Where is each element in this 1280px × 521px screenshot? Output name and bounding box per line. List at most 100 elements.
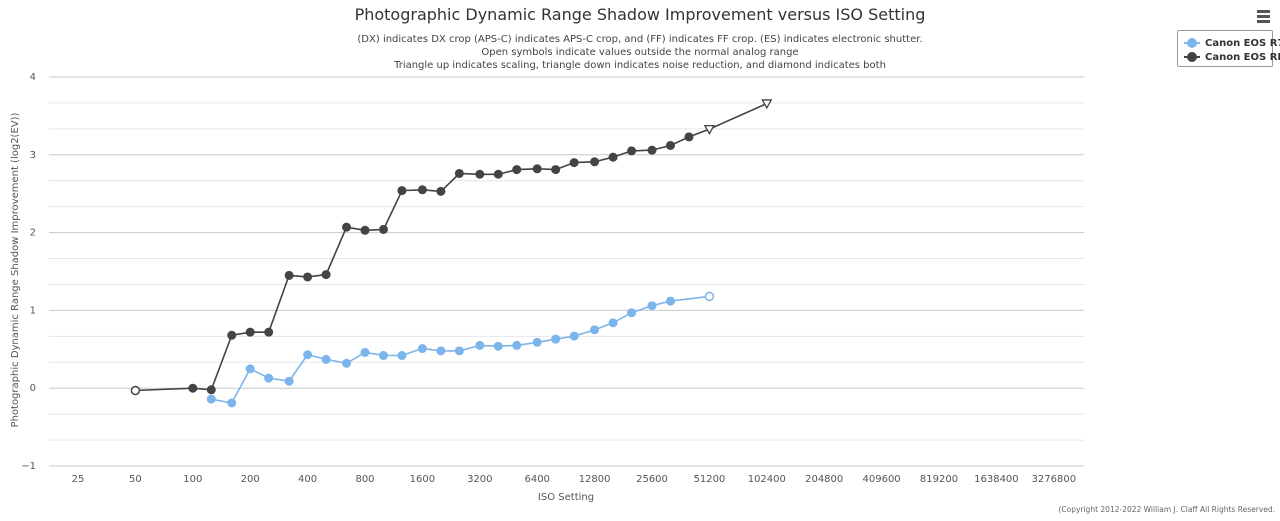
data-point[interactable] [188, 383, 198, 393]
x-tick-label: 51200 [693, 474, 725, 485]
chart-title: Photographic Dynamic Range Shadow Improv… [355, 5, 926, 24]
chart-subtitle-line-3: Triangle up indicates scaling, triangle … [393, 60, 886, 71]
legend-swatch-r7 [1184, 38, 1200, 48]
legend-item-canon-eos-r7[interactable]: Canon EOS R7 [1184, 36, 1280, 50]
y-tick-label: 1 [30, 305, 36, 316]
data-point[interactable] [627, 146, 637, 156]
x-tick-label: 800 [355, 474, 374, 485]
x-tick-label: 200 [241, 474, 260, 485]
x-tick-label: 204800 [805, 474, 843, 485]
data-point[interactable] [264, 327, 274, 337]
data-point[interactable] [532, 337, 542, 347]
x-tick-label: 400 [298, 474, 317, 485]
data-point[interactable] [360, 347, 370, 357]
x-tick-label: 409600 [863, 474, 901, 485]
x-tick-label: 102400 [748, 474, 786, 485]
hamburger-icon[interactable] [1256, 8, 1272, 24]
data-point-open[interactable] [704, 291, 715, 302]
x-tick-label: 3276800 [1032, 474, 1077, 485]
y-tick-label: −1 [21, 461, 36, 472]
x-tick-label: 100 [183, 474, 202, 485]
data-point[interactable] [665, 296, 675, 306]
data-point[interactable] [264, 373, 274, 383]
data-point[interactable] [245, 327, 255, 337]
data-point[interactable] [512, 165, 522, 175]
x-tick-label: 1600 [410, 474, 435, 485]
data-point-open[interactable] [130, 385, 141, 396]
grid-lines [49, 76, 1084, 467]
data-point[interactable] [627, 308, 637, 318]
data-point[interactable] [532, 164, 542, 174]
series-layer [130, 99, 773, 408]
x-tick-label: 25600 [636, 474, 668, 485]
data-point[interactable] [608, 318, 618, 328]
data-point[interactable] [342, 358, 352, 368]
data-point[interactable] [206, 385, 216, 395]
y-axis-title: Photographic Dynamic Range Shadow Improv… [10, 112, 21, 427]
data-point-triangle-down[interactable] [761, 99, 773, 110]
x-tick-label: 3200 [467, 474, 492, 485]
y-tick-label: 2 [30, 228, 36, 239]
data-point[interactable] [360, 225, 370, 235]
data-point[interactable] [647, 145, 657, 155]
data-point[interactable] [321, 354, 331, 364]
series-canon-eos-r7 [206, 291, 715, 408]
data-point[interactable] [227, 330, 237, 340]
data-point[interactable] [321, 270, 331, 280]
data-point[interactable] [454, 168, 464, 178]
data-point[interactable] [245, 364, 255, 374]
legend-label: Canon EOS R7 [1205, 37, 1280, 49]
data-point[interactable] [454, 346, 464, 356]
series-canon-eos-rp [130, 99, 773, 396]
x-axis-ticks: 25 50 100 200 400 800 1600 3200 6400 12800 25600 51… [72, 474, 1076, 485]
data-point[interactable] [284, 376, 294, 386]
data-point[interactable] [475, 340, 485, 350]
data-point[interactable] [397, 186, 407, 196]
data-point[interactable] [417, 344, 427, 354]
data-point[interactable] [590, 325, 600, 335]
data-point[interactable] [647, 301, 657, 311]
legend-item-canon-eos-rp[interactable]: Canon EOS RP [1184, 50, 1280, 64]
data-point[interactable] [590, 157, 600, 167]
y-tick-label: 3 [30, 150, 36, 161]
legend-swatch-rp [1184, 52, 1200, 62]
data-point[interactable] [493, 169, 503, 179]
data-point[interactable] [608, 152, 618, 162]
data-point[interactable] [493, 341, 503, 351]
x-tick-label: 1638400 [974, 474, 1019, 485]
data-point[interactable] [227, 398, 237, 408]
data-point[interactable] [569, 158, 579, 168]
data-point[interactable] [665, 140, 675, 150]
data-point[interactable] [551, 165, 561, 175]
x-axis-title: ISO Setting [538, 492, 594, 503]
x-tick-label: 12800 [579, 474, 611, 485]
chart-subtitle-line-1: (DX) indicates DX crop (APS-C) indicates… [357, 34, 922, 45]
data-point[interactable] [303, 272, 313, 282]
data-point[interactable] [397, 351, 407, 361]
y-tick-label: 4 [30, 72, 36, 83]
data-point[interactable] [417, 185, 427, 195]
data-point[interactable] [303, 350, 313, 360]
chart-subtitle-line-2: Open symbols indicate values outside the… [481, 47, 798, 58]
chart-legend: Canon EOS R7 Canon EOS RP [1177, 30, 1280, 67]
data-point-triangle-down[interactable] [703, 124, 716, 135]
data-point[interactable] [378, 351, 388, 361]
data-point[interactable] [551, 334, 561, 344]
data-point[interactable] [436, 186, 446, 196]
data-point[interactable] [284, 270, 294, 280]
credits-text: (Copyright 2012-2022 William J. Claff Al… [1058, 505, 1275, 514]
x-tick-label: 25 [72, 474, 85, 485]
data-point[interactable] [342, 222, 352, 232]
x-tick-label: 819200 [920, 474, 958, 485]
data-point[interactable] [512, 340, 522, 350]
data-point[interactable] [684, 132, 694, 142]
x-tick-label: 50 [129, 474, 142, 485]
data-point[interactable] [206, 394, 216, 404]
data-point[interactable] [436, 346, 446, 356]
data-point[interactable] [378, 224, 388, 234]
data-point[interactable] [475, 169, 485, 179]
y-tick-label: 0 [30, 383, 36, 394]
data-point[interactable] [569, 331, 579, 341]
legend-label: Canon EOS RP [1205, 51, 1280, 63]
